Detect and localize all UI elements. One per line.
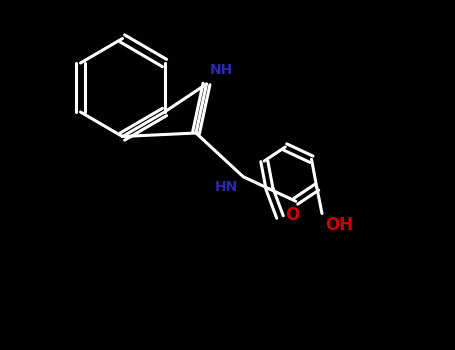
Text: NH: NH [210,63,233,77]
Text: O: O [285,206,299,224]
Text: OH: OH [325,216,354,234]
Text: HN: HN [215,180,238,194]
